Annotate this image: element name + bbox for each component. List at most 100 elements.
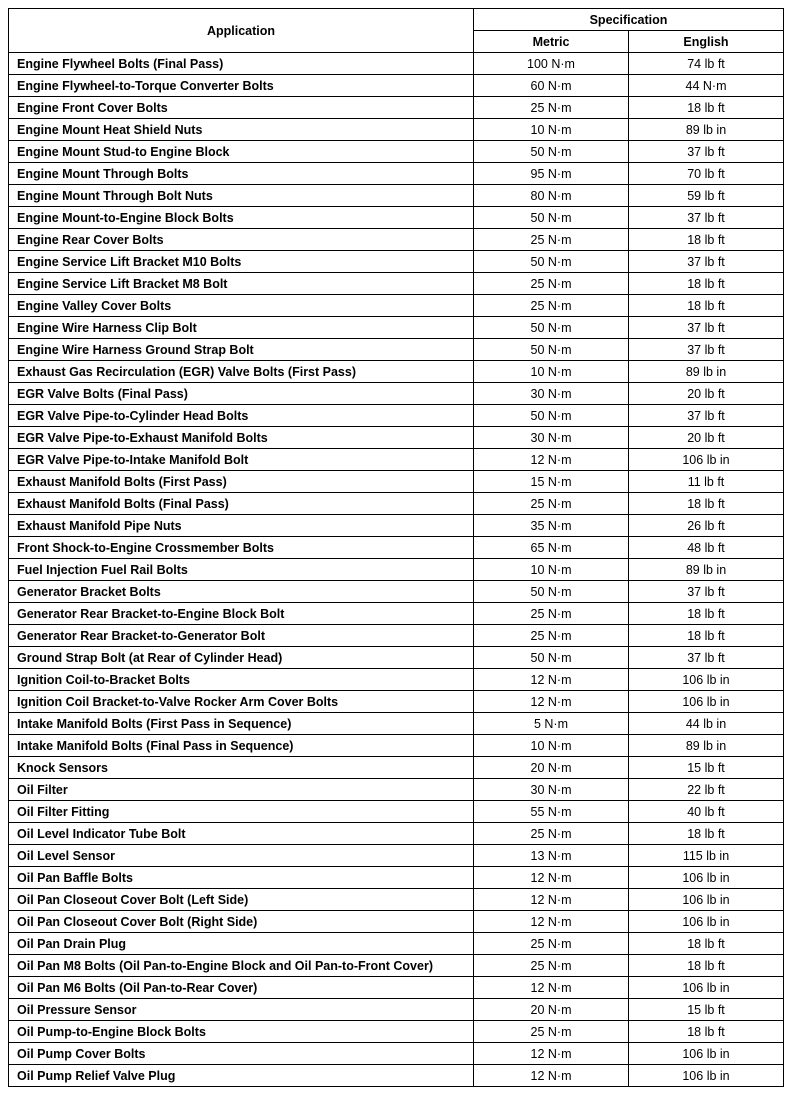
metric-cell: 25 N·m bbox=[474, 97, 629, 119]
application-cell: Engine Mount Heat Shield Nuts bbox=[9, 119, 474, 141]
metric-cell: 12 N·m bbox=[474, 1043, 629, 1065]
english-cell: 18 lb ft bbox=[629, 625, 784, 647]
application-cell: Engine Mount Stud-to Engine Block bbox=[9, 141, 474, 163]
english-cell: 37 lb ft bbox=[629, 647, 784, 669]
metric-cell: 10 N·m bbox=[474, 361, 629, 383]
application-cell: Engine Front Cover Bolts bbox=[9, 97, 474, 119]
table-row: Oil Pan Closeout Cover Bolt (Right Side)… bbox=[9, 911, 784, 933]
application-cell: Oil Pump Cover Bolts bbox=[9, 1043, 474, 1065]
application-cell: Oil Pan Baffle Bolts bbox=[9, 867, 474, 889]
table-row: Engine Service Lift Bracket M8 Bolt25 N·… bbox=[9, 273, 784, 295]
table-row: Oil Pump Relief Valve Plug12 N·m106 lb i… bbox=[9, 1065, 784, 1087]
english-cell: 89 lb in bbox=[629, 119, 784, 141]
metric-cell: 25 N·m bbox=[474, 295, 629, 317]
application-cell: Generator Rear Bracket-to-Generator Bolt bbox=[9, 625, 474, 647]
english-cell: 22 lb ft bbox=[629, 779, 784, 801]
metric-cell: 12 N·m bbox=[474, 669, 629, 691]
application-cell: EGR Valve Pipe-to-Cylinder Head Bolts bbox=[9, 405, 474, 427]
english-cell: 18 lb ft bbox=[629, 955, 784, 977]
english-cell: 70 lb ft bbox=[629, 163, 784, 185]
english-cell: 106 lb in bbox=[629, 889, 784, 911]
application-cell: Exhaust Manifold Bolts (Final Pass) bbox=[9, 493, 474, 515]
english-cell: 15 lb ft bbox=[629, 999, 784, 1021]
application-cell: EGR Valve Bolts (Final Pass) bbox=[9, 383, 474, 405]
table-row: Oil Pan M8 Bolts (Oil Pan-to-Engine Bloc… bbox=[9, 955, 784, 977]
metric-cell: 25 N·m bbox=[474, 955, 629, 977]
english-cell: 106 lb in bbox=[629, 691, 784, 713]
application-cell: Oil Pan Closeout Cover Bolt (Left Side) bbox=[9, 889, 474, 911]
table-row: Engine Wire Harness Clip Bolt50 N·m37 lb… bbox=[9, 317, 784, 339]
english-cell: 18 lb ft bbox=[629, 603, 784, 625]
english-cell: 89 lb in bbox=[629, 559, 784, 581]
english-cell: 48 lb ft bbox=[629, 537, 784, 559]
table-body: Engine Flywheel Bolts (Final Pass)100 N·… bbox=[9, 53, 784, 1087]
table-row: Oil Level Indicator Tube Bolt25 N·m18 lb… bbox=[9, 823, 784, 845]
table-row: Ground Strap Bolt (at Rear of Cylinder H… bbox=[9, 647, 784, 669]
metric-cell: 80 N·m bbox=[474, 185, 629, 207]
english-cell: 44 N·m bbox=[629, 75, 784, 97]
metric-cell: 20 N·m bbox=[474, 999, 629, 1021]
english-cell: 37 lb ft bbox=[629, 317, 784, 339]
application-cell: Generator Bracket Bolts bbox=[9, 581, 474, 603]
english-cell: 106 lb in bbox=[629, 449, 784, 471]
table-row: Engine Rear Cover Bolts25 N·m18 lb ft bbox=[9, 229, 784, 251]
metric-cell: 13 N·m bbox=[474, 845, 629, 867]
table-row: EGR Valve Pipe-to-Cylinder Head Bolts50 … bbox=[9, 405, 784, 427]
table-row: Intake Manifold Bolts (First Pass in Seq… bbox=[9, 713, 784, 735]
metric-cell: 15 N·m bbox=[474, 471, 629, 493]
english-cell: 20 lb ft bbox=[629, 427, 784, 449]
table-header: Application Specification Metric English bbox=[9, 9, 784, 53]
application-cell: Oil Pan M8 Bolts (Oil Pan-to-Engine Bloc… bbox=[9, 955, 474, 977]
torque-spec-table: Application Specification Metric English… bbox=[8, 8, 784, 1087]
table-row: Oil Pump Cover Bolts12 N·m106 lb in bbox=[9, 1043, 784, 1065]
metric-cell: 12 N·m bbox=[474, 911, 629, 933]
english-cell: 20 lb ft bbox=[629, 383, 784, 405]
application-cell: Oil Pan Drain Plug bbox=[9, 933, 474, 955]
application-cell: Engine Valley Cover Bolts bbox=[9, 295, 474, 317]
table-row: Generator Bracket Bolts50 N·m37 lb ft bbox=[9, 581, 784, 603]
metric-cell: 25 N·m bbox=[474, 625, 629, 647]
english-cell: 37 lb ft bbox=[629, 207, 784, 229]
metric-cell: 30 N·m bbox=[474, 383, 629, 405]
table-row: EGR Valve Pipe-to-Exhaust Manifold Bolts… bbox=[9, 427, 784, 449]
table-row: EGR Valve Bolts (Final Pass)30 N·m20 lb … bbox=[9, 383, 784, 405]
table-row: Engine Front Cover Bolts25 N·m18 lb ft bbox=[9, 97, 784, 119]
english-cell: 37 lb ft bbox=[629, 405, 784, 427]
table-row: Engine Mount Stud-to Engine Block50 N·m3… bbox=[9, 141, 784, 163]
table-row: Ignition Coil-to-Bracket Bolts12 N·m106 … bbox=[9, 669, 784, 691]
english-cell: 11 lb ft bbox=[629, 471, 784, 493]
table-row: Engine Valley Cover Bolts25 N·m18 lb ft bbox=[9, 295, 784, 317]
english-cell: 37 lb ft bbox=[629, 339, 784, 361]
english-cell: 37 lb ft bbox=[629, 141, 784, 163]
metric-cell: 50 N·m bbox=[474, 405, 629, 427]
application-cell: Intake Manifold Bolts (First Pass in Seq… bbox=[9, 713, 474, 735]
english-cell: 40 lb ft bbox=[629, 801, 784, 823]
english-cell: 18 lb ft bbox=[629, 273, 784, 295]
table-row: Engine Mount Through Bolts95 N·m70 lb ft bbox=[9, 163, 784, 185]
table-row: Engine Flywheel Bolts (Final Pass)100 N·… bbox=[9, 53, 784, 75]
application-cell: Front Shock-to-Engine Crossmember Bolts bbox=[9, 537, 474, 559]
english-cell: 18 lb ft bbox=[629, 229, 784, 251]
table-row: Oil Pan Closeout Cover Bolt (Left Side) 1… bbox=[9, 889, 784, 911]
english-cell: 37 lb ft bbox=[629, 251, 784, 273]
metric-cell: 10 N·m bbox=[474, 735, 629, 757]
english-cell: 106 lb in bbox=[629, 911, 784, 933]
english-cell: 89 lb in bbox=[629, 735, 784, 757]
english-cell: 18 lb ft bbox=[629, 295, 784, 317]
english-cell: 106 lb in bbox=[629, 977, 784, 999]
english-cell: 74 lb ft bbox=[629, 53, 784, 75]
table-row: Exhaust Manifold Bolts (First Pass)15 N·… bbox=[9, 471, 784, 493]
table-row: Engine Mount-to-Engine Block Bolts50 N·m… bbox=[9, 207, 784, 229]
application-cell: Engine Mount Through Bolts bbox=[9, 163, 474, 185]
metric-cell: 50 N·m bbox=[474, 647, 629, 669]
table-row: Oil Filter Fitting55 N·m40 lb ft bbox=[9, 801, 784, 823]
application-cell: Exhaust Manifold Bolts (First Pass) bbox=[9, 471, 474, 493]
application-cell: Exhaust Gas Recirculation (EGR) Valve Bo… bbox=[9, 361, 474, 383]
header-specification: Specification bbox=[474, 9, 784, 31]
metric-cell: 60 N·m bbox=[474, 75, 629, 97]
application-cell: Oil Filter bbox=[9, 779, 474, 801]
table-row: Engine Wire Harness Ground Strap Bolt50 … bbox=[9, 339, 784, 361]
metric-cell: 30 N·m bbox=[474, 427, 629, 449]
metric-cell: 95 N·m bbox=[474, 163, 629, 185]
application-cell: Engine Rear Cover Bolts bbox=[9, 229, 474, 251]
